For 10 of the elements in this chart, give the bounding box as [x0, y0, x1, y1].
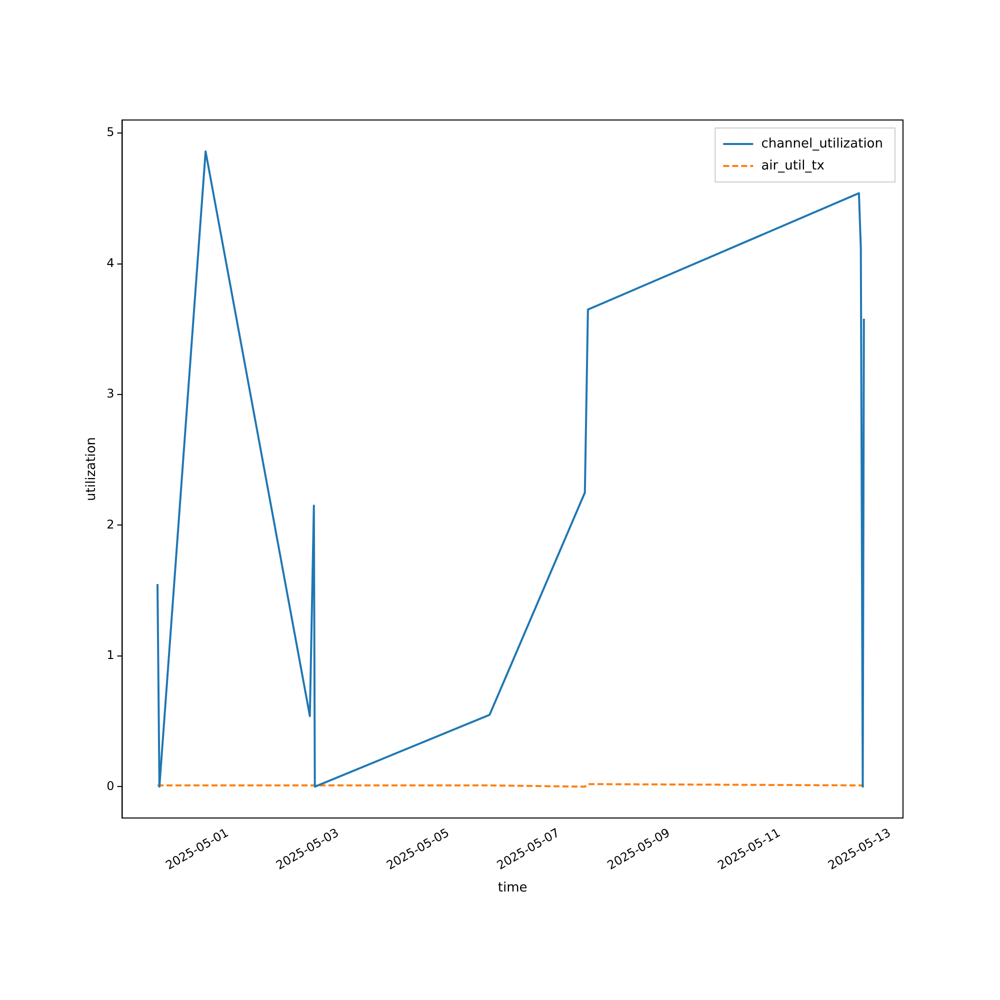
y-tick-label: 0 — [106, 778, 114, 793]
y-tick-label: 5 — [106, 125, 114, 140]
y-tick-label: 1 — [106, 648, 114, 662]
y-tick-label: 4 — [106, 256, 114, 270]
legend-label: air_util_tx — [761, 158, 825, 174]
y-axis-title: utilization — [84, 437, 100, 501]
x-axis-title: time — [498, 880, 528, 896]
y-tick-label: 2 — [106, 517, 114, 532]
legend-label: channel_utilization — [761, 136, 884, 152]
y-tick-label: 3 — [106, 386, 114, 401]
